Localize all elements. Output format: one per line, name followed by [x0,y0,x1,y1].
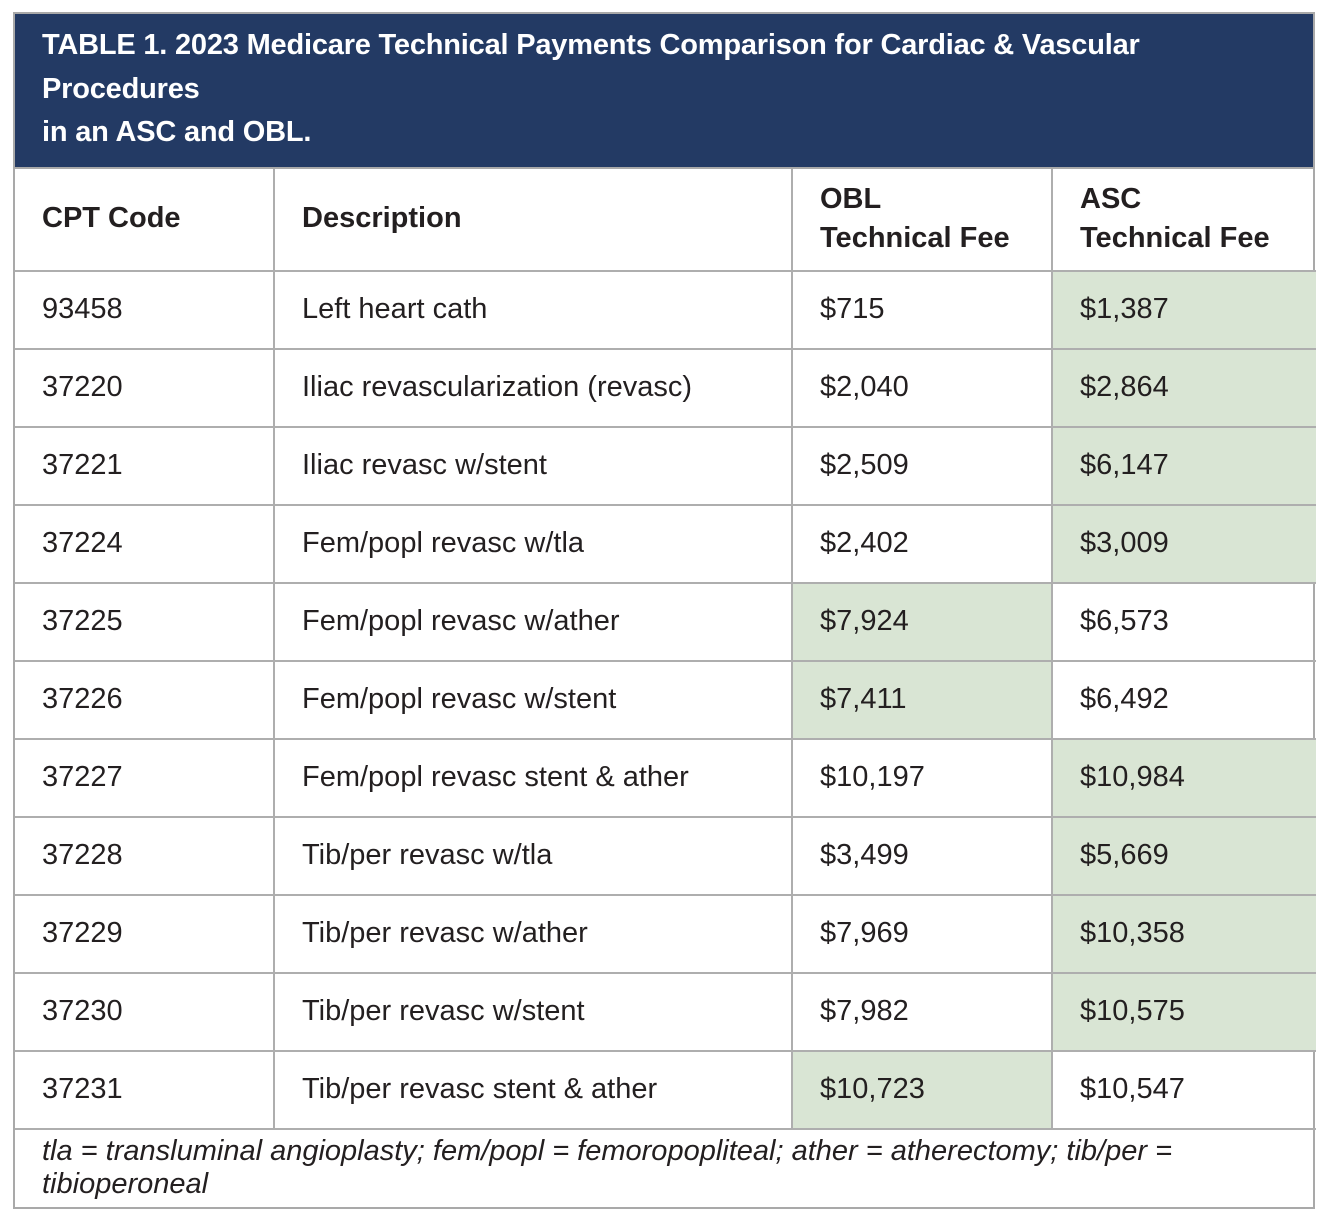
cpt-code-cell: 37228 [15,815,275,896]
description-cell: Tib/per revasc stent & ather [273,1049,793,1130]
cpt-code-cell: 37226 [15,659,275,740]
asc-fee-cell: $6,573 [1051,581,1316,662]
column-header-obl-technical-fee: OBL Technical Fee [791,168,1053,272]
cpt-code-cell: 37230 [15,971,275,1052]
description-cell: Left heart cath [273,269,793,350]
cpt-code-cell: 37231 [15,1049,275,1130]
table-row: 37224 Fem/popl revasc w/tla $2,402 $3,00… [15,503,1316,584]
description-cell: Tib/per revasc w/tla [273,815,793,896]
table-row: 37230 Tib/per revasc w/stent $7,982 $10,… [15,971,1316,1052]
column-header-cpt-code: CPT Code [15,168,275,272]
asc-fee-cell: $5,669 [1051,815,1316,896]
obl-fee-cell: $715 [791,269,1053,350]
obl-fee-cell: $3,499 [791,815,1053,896]
obl-fee-cell: $2,402 [791,503,1053,584]
table-row: 37226 Fem/popl revasc w/stent $7,411 $6,… [15,659,1316,740]
table-row: 37220 Iliac revascularization (revasc) $… [15,347,1316,428]
obl-fee-cell: $10,197 [791,737,1053,818]
column-header-description: Description [273,168,793,272]
description-cell: Iliac revascularization (revasc) [273,347,793,428]
cpt-code-cell: 37221 [15,425,275,506]
table-body: 93458 Left heart cath $715 $1,387 37220 … [15,269,1316,1207]
obl-fee-cell: $7,969 [791,893,1053,974]
page: TABLE 1. 2023 Medicare Technical Payment… [13,12,1316,1209]
description-cell: Tib/per revasc w/ather [273,893,793,974]
table-title: TABLE 1. 2023 Medicare Technical Payment… [15,14,1313,169]
cpt-code-cell: 93458 [15,269,275,350]
table-row: 37231 Tib/per revasc stent & ather $10,7… [15,1049,1316,1130]
table-row: 93458 Left heart cath $715 $1,387 [15,269,1316,350]
table-panel: TABLE 1. 2023 Medicare Technical Payment… [13,12,1316,1209]
cpt-code-cell: 37220 [15,347,275,428]
table-row: 37227 Fem/popl revasc stent & ather $10,… [15,737,1316,818]
table-row: 37221 Iliac revasc w/stent $2,509 $6,147 [15,425,1316,506]
obl-fee-cell: $10,723 [791,1049,1053,1130]
cpt-code-cell: 37225 [15,581,275,662]
obl-fee-cell: $2,509 [791,425,1053,506]
cpt-code-cell: 37224 [15,503,275,584]
description-cell: Fem/popl revasc w/tla [273,503,793,584]
asc-fee-cell: $3,009 [1051,503,1316,584]
description-cell: Fem/popl revasc w/ather [273,581,793,662]
description-cell: Iliac revasc w/stent [273,425,793,506]
asc-fee-cell: $1,387 [1051,269,1316,350]
description-cell: Fem/popl revasc stent & ather [273,737,793,818]
asc-fee-cell: $10,358 [1051,893,1316,974]
fee-comparison-table: CPT Code Description OBL Technical Fee A… [15,168,1316,1207]
asc-fee-cell: $6,147 [1051,425,1316,506]
table-footnote: tla = transluminal angioplasty; fem/popl… [15,1127,1316,1207]
obl-fee-cell: $7,982 [791,971,1053,1052]
cpt-code-cell: 37229 [15,893,275,974]
asc-fee-cell: $6,492 [1051,659,1316,740]
table-header: CPT Code Description OBL Technical Fee A… [15,168,1316,272]
column-header-asc-technical-fee: ASC Technical Fee [1051,168,1316,272]
header-row: CPT Code Description OBL Technical Fee A… [15,168,1316,272]
obl-fee-cell: $7,924 [791,581,1053,662]
asc-fee-cell: $10,575 [1051,971,1316,1052]
description-cell: Fem/popl revasc w/stent [273,659,793,740]
asc-fee-cell: $2,864 [1051,347,1316,428]
asc-fee-cell: $10,984 [1051,737,1316,818]
obl-fee-cell: $2,040 [791,347,1053,428]
footnote-row: tla = transluminal angioplasty; fem/popl… [15,1127,1316,1207]
asc-fee-cell: $10,547 [1051,1049,1316,1130]
table-row: 37229 Tib/per revasc w/ather $7,969 $10,… [15,893,1316,974]
obl-fee-cell: $7,411 [791,659,1053,740]
description-cell: Tib/per revasc w/stent [273,971,793,1052]
table-row: 37228 Tib/per revasc w/tla $3,499 $5,669 [15,815,1316,896]
table-row: 37225 Fem/popl revasc w/ather $7,924 $6,… [15,581,1316,662]
cpt-code-cell: 37227 [15,737,275,818]
